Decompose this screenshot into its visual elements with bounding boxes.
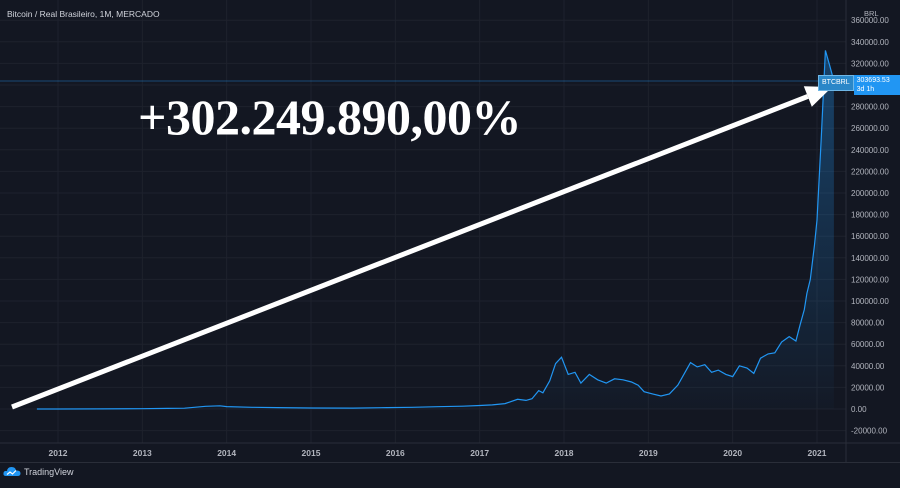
y-tick-label: 180000.00: [851, 211, 889, 220]
y-tick-label: 260000.00: [851, 124, 889, 133]
y-tick-label: 280000.00: [851, 103, 889, 112]
price-tag-symbol: BTCBRL: [818, 75, 854, 91]
x-tick-label: 2015: [302, 448, 321, 458]
x-tick-label: 2012: [49, 448, 68, 458]
percent-gain-annotation: +302.249.890,00%: [138, 89, 522, 145]
annotation-arrow-head: [803, 86, 832, 107]
y-tick-label: 160000.00: [851, 232, 889, 241]
y-tick-label: 240000.00: [851, 146, 889, 155]
y-tick-label: 200000.00: [851, 189, 889, 198]
price-tag-price: 303693.53: [856, 77, 890, 84]
symbol-title[interactable]: Bitcoin / Real Brasileiro, 1M, MERCADO: [7, 9, 160, 19]
y-tick-label: 100000.00: [851, 297, 889, 306]
x-tick-label: 2014: [217, 448, 236, 458]
y-tick-label: 20000.00: [851, 383, 885, 392]
x-tick-label: 2016: [386, 448, 405, 458]
tradingview-logo[interactable]: TradingView: [3, 466, 74, 477]
area-layer: [36, 50, 835, 410]
tradingview-label: TradingView: [24, 466, 74, 477]
x-tick-label: 2017: [470, 448, 489, 458]
tradingview-cloud-icon: [3, 467, 21, 476]
y-tick-label: -20000.00: [851, 427, 888, 436]
x-tick-label: 2018: [555, 448, 574, 458]
annotation-arrow-layer: [11, 86, 832, 410]
x-tick-label: 2021: [808, 448, 827, 458]
x-tick-label: 2013: [133, 448, 152, 458]
y-tick-label: 60000.00: [851, 340, 885, 349]
y-tick-label: 340000.00: [851, 38, 889, 47]
y-tick-label: 80000.00: [851, 319, 885, 328]
current-price-tag: BTCBRL 303693.53 3d 1h: [818, 75, 900, 95]
price-series-line: [36, 50, 835, 410]
price-tag-countdown: 3d 1h: [856, 86, 875, 93]
time-axis[interactable]: 2012 2013 2014 2015 2016 2017 2018 2019 2020 2021: [49, 448, 827, 458]
y-tick-label: 40000.00: [851, 362, 885, 371]
y-tick-label: 360000.00: [851, 16, 889, 25]
x-tick-label: 2019: [639, 448, 658, 458]
price-tag-values: 303693.53 3d 1h: [853, 75, 900, 95]
y-tick-label: 320000.00: [851, 59, 889, 68]
footer-bar: [0, 462, 900, 488]
currency-label[interactable]: BRL: [864, 9, 879, 18]
y-tick-label: 0.00: [851, 405, 867, 414]
annotation-arrow-shaft: [11, 94, 809, 410]
grid-layer: [0, 0, 846, 443]
y-tick-label: 140000.00: [851, 254, 889, 263]
y-tick-label: 220000.00: [851, 167, 889, 176]
y-tick-label: 120000.00: [851, 275, 889, 284]
x-tick-label: 2020: [723, 448, 742, 458]
